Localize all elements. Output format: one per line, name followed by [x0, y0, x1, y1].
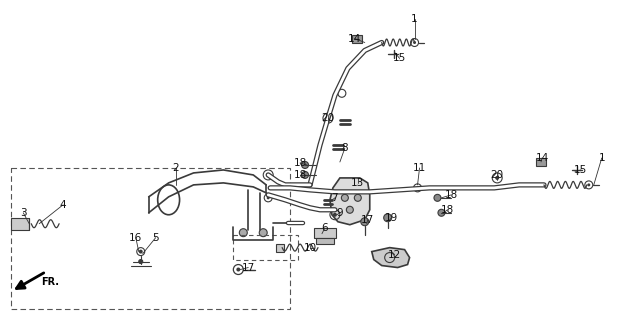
- Circle shape: [139, 250, 143, 253]
- Text: 1: 1: [411, 14, 418, 24]
- Text: 18: 18: [293, 170, 307, 180]
- Text: 4: 4: [60, 200, 66, 210]
- Text: 20: 20: [491, 170, 503, 180]
- Bar: [11, 218, 29, 230]
- Text: 18: 18: [445, 190, 458, 200]
- Circle shape: [302, 172, 308, 179]
- Circle shape: [346, 206, 354, 213]
- Text: FR.: FR.: [41, 277, 59, 287]
- Bar: [352, 35, 362, 43]
- Text: 15: 15: [393, 53, 406, 63]
- Circle shape: [354, 194, 361, 201]
- Text: 17: 17: [361, 215, 374, 225]
- Circle shape: [266, 196, 270, 199]
- Bar: [316, 238, 334, 244]
- Circle shape: [587, 183, 590, 186]
- Text: 15: 15: [574, 165, 587, 175]
- Text: 14: 14: [535, 153, 549, 163]
- Text: 11: 11: [413, 163, 426, 173]
- Text: 18: 18: [441, 205, 454, 215]
- Text: 14: 14: [348, 34, 361, 44]
- Text: 5: 5: [152, 233, 159, 243]
- Circle shape: [236, 268, 240, 271]
- Circle shape: [266, 173, 270, 177]
- Circle shape: [240, 229, 247, 237]
- Circle shape: [341, 194, 349, 201]
- Text: 17: 17: [241, 262, 255, 273]
- Text: 13: 13: [351, 178, 364, 188]
- Circle shape: [361, 218, 369, 226]
- Circle shape: [438, 209, 445, 216]
- Circle shape: [384, 214, 392, 222]
- Circle shape: [139, 260, 143, 264]
- Circle shape: [434, 194, 441, 201]
- Circle shape: [413, 41, 416, 44]
- Polygon shape: [372, 248, 409, 268]
- Circle shape: [259, 229, 267, 237]
- Text: 2: 2: [172, 163, 179, 173]
- Text: 9: 9: [337, 208, 343, 218]
- Text: 6: 6: [322, 223, 329, 233]
- Text: 8: 8: [342, 143, 348, 153]
- Bar: [314, 228, 336, 238]
- Circle shape: [495, 176, 499, 180]
- Text: 18: 18: [293, 158, 307, 168]
- Text: 16: 16: [129, 233, 142, 243]
- Text: 10: 10: [303, 243, 317, 252]
- Circle shape: [333, 213, 337, 217]
- Text: 7: 7: [332, 193, 338, 203]
- Bar: [276, 244, 284, 252]
- Text: 3: 3: [20, 208, 26, 218]
- Text: 12: 12: [388, 250, 401, 260]
- Text: 20: 20: [322, 113, 334, 123]
- Text: 1: 1: [598, 153, 605, 163]
- Text: 19: 19: [385, 213, 398, 223]
- Circle shape: [302, 162, 308, 168]
- Bar: [536, 158, 546, 166]
- Polygon shape: [330, 178, 370, 225]
